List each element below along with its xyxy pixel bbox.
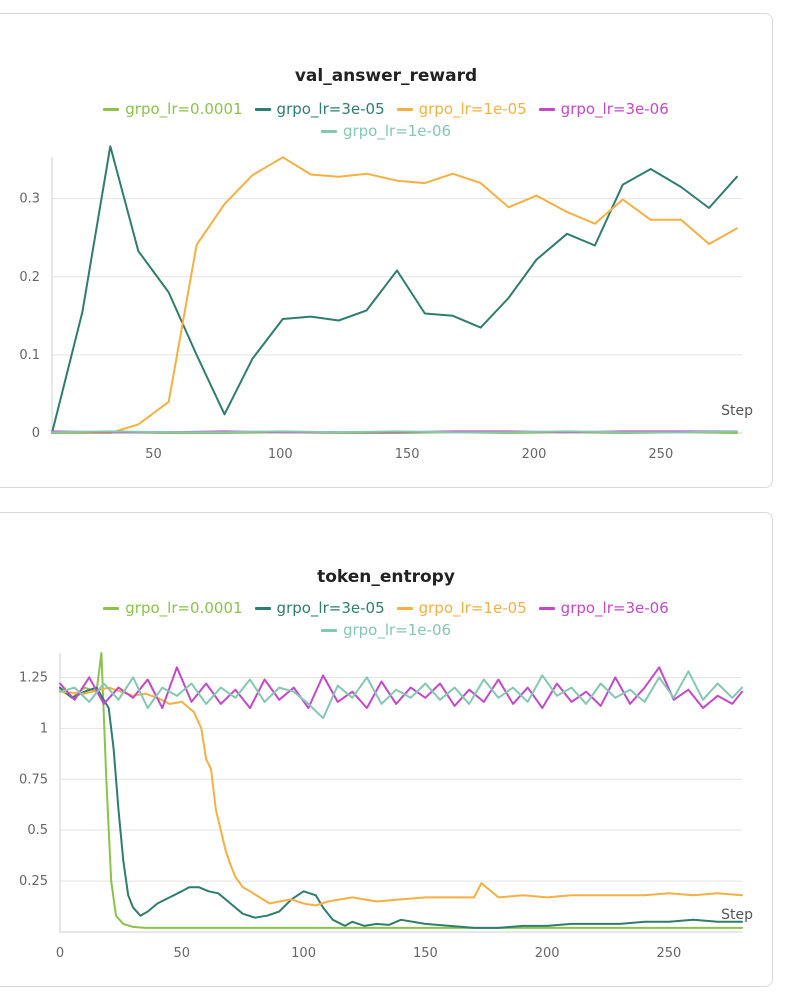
legend-swatch bbox=[396, 607, 413, 610]
x-tick-label: 150 bbox=[413, 946, 438, 961]
series-line[interactable] bbox=[59, 686, 743, 907]
legend-swatch bbox=[538, 108, 555, 111]
legend-swatch bbox=[103, 108, 120, 111]
x-axis-label: Step bbox=[721, 907, 753, 923]
legend-swatch bbox=[320, 130, 337, 133]
legend-label: grpo_lr=0.0001 bbox=[125, 599, 243, 617]
legend-item[interactable]: grpo_lr=0.0001 bbox=[103, 597, 243, 619]
chart-title: token_entropy bbox=[317, 567, 455, 587]
legend-item[interactable]: grpo_lr=3e-06 bbox=[538, 98, 669, 120]
series-line[interactable] bbox=[59, 666, 743, 709]
x-tick-label: 100 bbox=[291, 946, 316, 961]
series-line[interactable] bbox=[59, 686, 743, 929]
legend-label: grpo_lr=1e-05 bbox=[418, 100, 527, 118]
legend-item[interactable]: grpo_lr=1e-05 bbox=[396, 98, 527, 120]
y-tick-label: 1 bbox=[40, 721, 48, 736]
y-tick-label: 1.25 bbox=[19, 670, 48, 685]
x-tick-label: 200 bbox=[535, 946, 560, 961]
x-tick-label: 50 bbox=[145, 447, 162, 462]
legend-label: grpo_lr=3e-06 bbox=[560, 100, 669, 118]
legend-item[interactable]: grpo_lr=1e-06 bbox=[320, 619, 452, 641]
series-line[interactable] bbox=[51, 145, 738, 434]
series-line[interactable] bbox=[51, 156, 738, 434]
legend-swatch bbox=[103, 607, 120, 610]
legend-label: grpo_lr=3e-05 bbox=[276, 100, 385, 118]
legend-item[interactable]: grpo_lr=3e-06 bbox=[538, 597, 669, 619]
legend-swatch bbox=[538, 607, 555, 610]
legend-label: grpo_lr=1e-05 bbox=[418, 599, 527, 617]
series-line[interactable] bbox=[51, 430, 738, 434]
y-tick-label: 0.1 bbox=[19, 348, 40, 363]
legend-label: grpo_lr=3e-06 bbox=[560, 599, 669, 617]
legend-label: grpo_lr=3e-05 bbox=[276, 599, 385, 617]
chart-panel-token-entropy: token_entropy grpo_lr=0.0001 grpo_lr=3e-0… bbox=[0, 512, 773, 987]
line-chart: 0.25 0.5 0.75 1 1.25 0 50 100 150 200 250 Step bbox=[19, 652, 753, 961]
y-tick-label: 0.25 bbox=[19, 874, 48, 889]
x-tick-label: 0 bbox=[56, 946, 64, 961]
legend-label: grpo_lr=1e-06 bbox=[342, 122, 452, 140]
legend-swatch bbox=[254, 607, 271, 610]
legend-item[interactable]: grpo_lr=1e-06 bbox=[320, 120, 452, 142]
chart-title: val_answer_reward bbox=[294, 66, 478, 86]
y-tick-label: 0 bbox=[32, 426, 40, 441]
legend-label: grpo_lr=0.0001 bbox=[125, 100, 243, 118]
legend-swatch bbox=[254, 108, 271, 111]
y-tick-label: 0.5 bbox=[27, 823, 48, 838]
chart-legend: grpo_lr=0.0001 grpo_lr=3e-05 grpo_lr=1e-05… bbox=[0, 597, 772, 641]
legend-item[interactable]: grpo_lr=3e-05 bbox=[254, 98, 385, 120]
series-line[interactable] bbox=[59, 670, 743, 720]
y-tick-label: 0.2 bbox=[19, 270, 40, 285]
legend-swatch bbox=[396, 108, 413, 111]
y-tick-label: 0.3 bbox=[19, 192, 40, 207]
x-axis-label: Step bbox=[721, 403, 753, 419]
legend-swatch bbox=[320, 629, 337, 632]
chart-legend: grpo_lr=0.0001 grpo_lr=3e-05 grpo_lr=1e-05… bbox=[0, 98, 772, 142]
line-chart: 0 0.1 0.2 0.3 50 100 150 200 250 Step bbox=[19, 145, 753, 462]
chart-panel-val-answer-reward: val_answer_reward grpo_lr=0.0001 grpo_lr=… bbox=[0, 13, 773, 488]
y-tick-label: 0.75 bbox=[19, 772, 48, 787]
legend-item[interactable]: grpo_lr=0.0001 bbox=[103, 98, 243, 120]
legend-item[interactable]: grpo_lr=1e-05 bbox=[396, 597, 527, 619]
series-line[interactable] bbox=[59, 652, 743, 929]
x-tick-label: 250 bbox=[648, 447, 673, 462]
legend-label: grpo_lr=1e-06 bbox=[342, 621, 452, 639]
x-tick-label: 50 bbox=[174, 946, 191, 961]
legend-item[interactable]: grpo_lr=3e-05 bbox=[254, 597, 385, 619]
x-tick-label: 200 bbox=[522, 447, 547, 462]
x-tick-label: 150 bbox=[395, 447, 420, 462]
x-tick-label: 250 bbox=[657, 946, 682, 961]
x-tick-label: 100 bbox=[268, 447, 293, 462]
